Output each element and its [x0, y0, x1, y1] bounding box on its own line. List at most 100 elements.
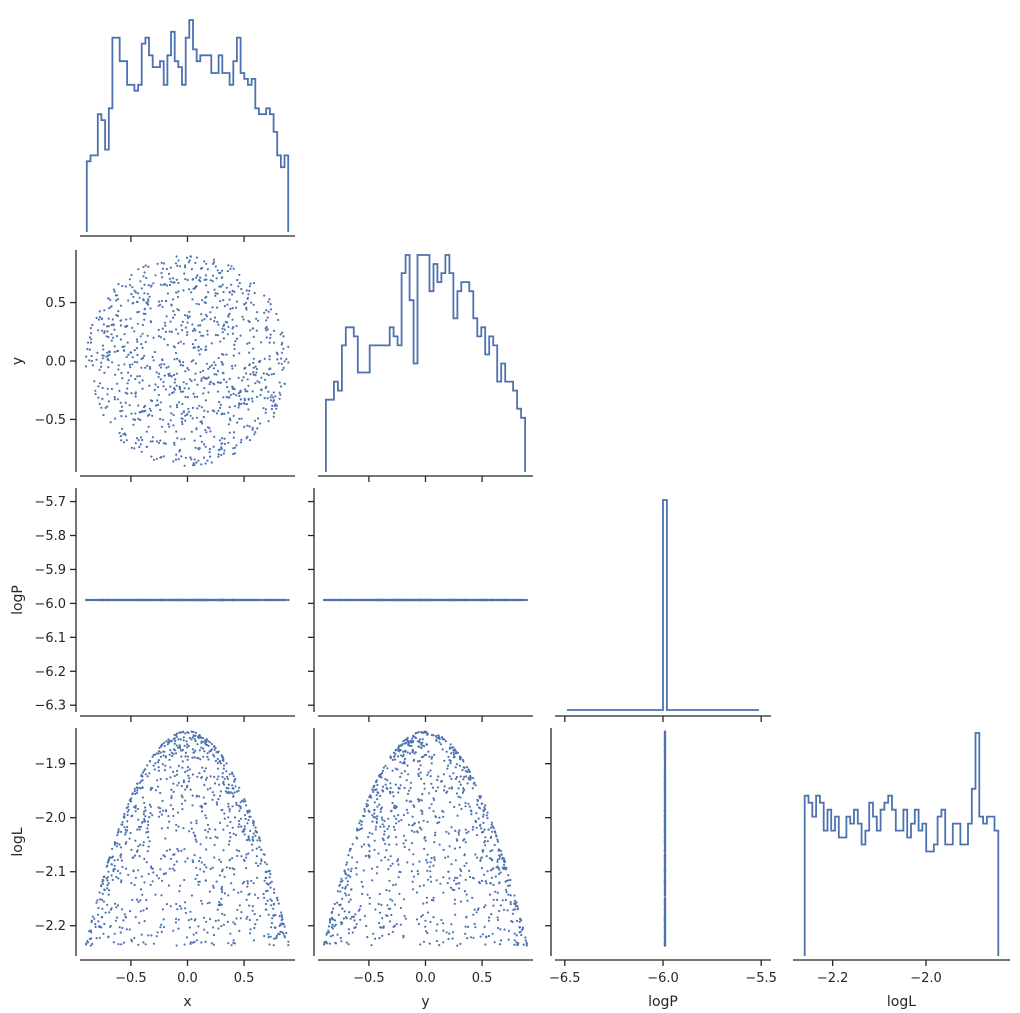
scatter-point — [123, 349, 126, 352]
scatter-point — [412, 750, 415, 753]
scatter-point — [98, 368, 101, 371]
scatter-point — [459, 775, 462, 778]
scatter-point — [231, 332, 235, 335]
scatter-point — [96, 899, 99, 902]
scatter-point — [477, 907, 480, 910]
scatter-point — [126, 825, 129, 829]
scatter-point — [386, 779, 389, 782]
scatter-point — [237, 804, 240, 807]
scatter-point — [377, 852, 380, 855]
scatter-point — [222, 923, 225, 926]
scatter-point — [133, 447, 136, 450]
scatter-point — [240, 911, 243, 914]
scatter-point — [374, 825, 378, 828]
histogram-logP — [567, 499, 759, 711]
scatter-point — [366, 893, 369, 896]
scatter-point — [186, 766, 190, 769]
scatter-point — [130, 815, 133, 818]
scatter-point — [160, 813, 163, 816]
scatter-point — [154, 404, 158, 407]
scatter-point — [384, 783, 387, 786]
scatter-point — [159, 926, 162, 929]
scatter-point — [107, 936, 110, 939]
scatter-point — [161, 358, 164, 361]
scatter-point — [248, 932, 252, 935]
scatter-point — [121, 926, 124, 930]
scatter-point — [219, 762, 222, 765]
scatter-point — [513, 894, 516, 897]
scatter-point — [391, 862, 394, 865]
scatter-point — [101, 397, 104, 400]
scatter-point — [454, 829, 457, 833]
scatter-point — [283, 925, 286, 928]
scatter-point — [118, 843, 121, 846]
scatter-point — [113, 864, 116, 868]
scatter-point — [469, 778, 472, 781]
scatter-point — [472, 913, 475, 916]
scatter-point — [136, 311, 139, 314]
scatter-point — [250, 301, 253, 304]
scatter-point — [168, 739, 171, 743]
scatter-point — [134, 876, 137, 879]
scatter-point — [146, 292, 149, 295]
scatter-point — [201, 902, 204, 905]
scatter-point — [216, 292, 219, 295]
scatter-point — [107, 598, 110, 602]
scatter-point — [176, 811, 180, 814]
scatter-point — [182, 779, 185, 782]
scatter-point — [213, 316, 217, 319]
scatter-point — [379, 794, 382, 798]
scatter-point — [161, 763, 164, 766]
scatter-point — [192, 734, 195, 737]
scatter-point — [387, 868, 390, 871]
scatter-point — [191, 417, 194, 420]
scatter-point — [138, 781, 141, 784]
scatter-point — [165, 777, 168, 781]
scatter-point — [212, 753, 215, 756]
scatter-point — [427, 771, 430, 774]
scatter-point — [259, 914, 262, 918]
scatter-point — [174, 917, 178, 921]
scatter-point — [394, 767, 397, 770]
scatter-point — [217, 453, 220, 456]
scatter-point — [156, 779, 159, 782]
scatter-point — [192, 598, 195, 602]
scatter-point — [184, 770, 187, 774]
scatter-point — [232, 386, 235, 389]
scatter-point — [418, 759, 421, 763]
scatter-point — [393, 828, 396, 831]
scatter-point — [403, 915, 406, 918]
scatter-point — [175, 406, 179, 409]
scatter-point — [168, 753, 171, 756]
scatter-point — [194, 372, 197, 375]
scatter-point — [200, 379, 203, 382]
scatter-point — [430, 857, 433, 860]
scatter-point — [394, 783, 397, 786]
scatter-point — [496, 916, 499, 919]
scatter-point — [481, 933, 484, 936]
scatter-point — [245, 403, 248, 406]
scatter-point — [204, 778, 208, 781]
scatter-point — [190, 738, 193, 741]
scatter-point — [221, 327, 224, 330]
scatter-point — [192, 933, 195, 936]
scatter-point — [177, 598, 180, 602]
scatter-point — [452, 772, 455, 775]
scatter-point — [171, 391, 174, 395]
scatter-point — [220, 285, 223, 288]
scatter-point — [148, 803, 151, 806]
scatter-point — [212, 886, 215, 889]
scatter-point — [242, 318, 245, 321]
scatter-point — [265, 385, 268, 388]
scatter-point — [429, 920, 432, 924]
scatter-point — [248, 815, 251, 818]
scatter-point — [110, 598, 113, 602]
scatter-point — [426, 598, 429, 602]
scatter-point — [241, 315, 244, 318]
scatter-point — [127, 805, 130, 808]
scatter-point — [149, 307, 152, 310]
scatter-point — [124, 867, 128, 870]
scatter-point — [214, 746, 217, 750]
scatter-point — [417, 872, 420, 876]
scatter-point — [209, 381, 212, 384]
